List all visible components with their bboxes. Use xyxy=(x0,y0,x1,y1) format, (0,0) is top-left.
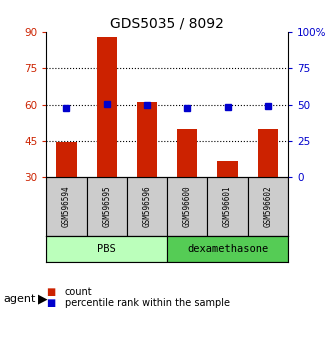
Title: GDS5035 / 8092: GDS5035 / 8092 xyxy=(110,17,224,31)
Text: GSM596600: GSM596600 xyxy=(183,186,192,227)
Bar xyxy=(46,236,167,262)
Text: PBS: PBS xyxy=(97,244,116,254)
Text: GSM596595: GSM596595 xyxy=(102,186,111,227)
Text: agent: agent xyxy=(3,294,36,304)
Text: ■: ■ xyxy=(46,287,56,297)
Text: GSM596601: GSM596601 xyxy=(223,186,232,227)
Bar xyxy=(56,142,76,177)
Text: count: count xyxy=(65,287,92,297)
Bar xyxy=(208,177,248,236)
Bar xyxy=(127,177,167,236)
Bar xyxy=(167,177,208,236)
Bar xyxy=(87,177,127,236)
Bar xyxy=(167,236,288,262)
Bar xyxy=(217,160,238,177)
Text: GSM596602: GSM596602 xyxy=(263,186,272,227)
Bar xyxy=(248,177,288,236)
Text: ■: ■ xyxy=(46,298,56,308)
Text: GSM596596: GSM596596 xyxy=(143,186,152,227)
Bar xyxy=(137,102,157,177)
Text: GSM596594: GSM596594 xyxy=(62,186,71,227)
Bar xyxy=(177,129,197,177)
Bar xyxy=(46,177,87,236)
Bar xyxy=(97,37,117,177)
Text: ▶: ▶ xyxy=(38,293,48,306)
Bar xyxy=(258,129,278,177)
Text: dexamethasone: dexamethasone xyxy=(187,244,268,254)
Text: percentile rank within the sample: percentile rank within the sample xyxy=(65,298,229,308)
